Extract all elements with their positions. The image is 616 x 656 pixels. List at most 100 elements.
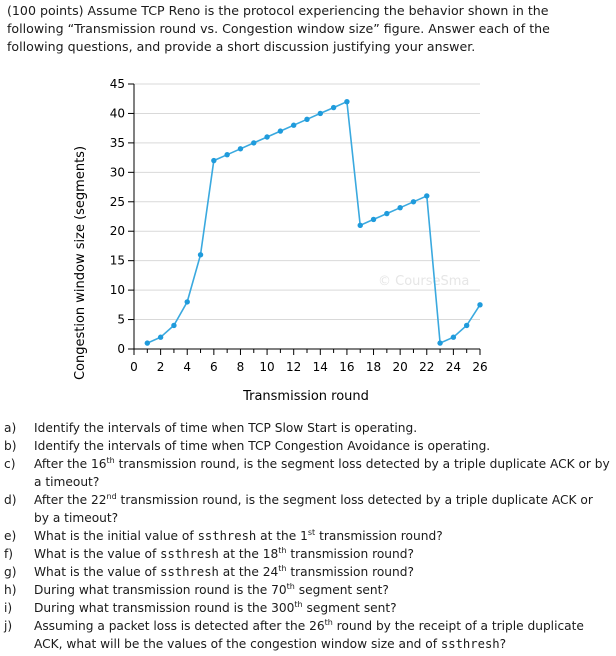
data-point: [144, 340, 151, 346]
question-sup: nd: [106, 491, 117, 501]
x-tick-label: 2: [157, 360, 165, 374]
y-tick-label: 0: [117, 342, 125, 356]
question-pre: After the 22: [34, 493, 107, 507]
question-text: What is the value of ssthresh at the 24t…: [34, 563, 610, 581]
y-tick-label: 5: [117, 313, 125, 327]
y-tick-label: 20: [110, 224, 125, 238]
question-text: During what transmission round is the 30…: [34, 599, 610, 617]
data-point: [197, 252, 204, 258]
question-label: c): [4, 457, 16, 471]
question-post2: at the 24: [218, 565, 279, 579]
x-tick-label: 6: [210, 360, 218, 374]
question-text: Identify the intervals of time when TCP …: [34, 421, 418, 435]
question-text: During what transmission round is the 70…: [34, 581, 610, 599]
data-point: [410, 199, 417, 205]
data-point: [450, 334, 457, 340]
data-point: [477, 302, 483, 308]
x-tick-label: 12: [286, 360, 301, 374]
data-point: [157, 334, 164, 340]
question-text: What is the initial value of ssthresh at…: [34, 527, 610, 545]
data-point: [463, 322, 470, 329]
question-post: segment sent?: [294, 583, 389, 597]
question-item: c) After the 16th transmission round, is …: [4, 455, 610, 491]
grid-lines: [134, 83, 480, 321]
x-tick-label: 10: [259, 360, 274, 374]
question-post: segment sent?: [302, 601, 397, 615]
question-label: d): [4, 493, 17, 507]
question-item: e) What is the initial value of ssthresh …: [4, 527, 610, 545]
x-tick-label: 22: [419, 360, 434, 374]
question-post: transmission round, is the segment loss …: [34, 493, 593, 525]
question-post2: at the 1: [256, 529, 308, 543]
data-points: [144, 98, 483, 346]
question-item: g) What is the value of ssthresh at the 2…: [4, 563, 610, 581]
series-line: [146, 100, 481, 345]
y-tick-label: 35: [110, 136, 125, 150]
data-point: [344, 98, 350, 105]
cwnd-chart: 0 5 10 15 20 25 30 35 40 45 0 2 4 6 8 10 12 14 16 18 20 22 24 2…: [60, 66, 560, 416]
question-code2: ssthresh: [440, 637, 500, 651]
question-item: i) During what transmission round is the …: [4, 599, 610, 617]
y-tick-label: 40: [110, 106, 125, 120]
question-item: d) After the 22nd transmission round, is …: [4, 491, 610, 527]
question-post: transmission round?: [286, 565, 414, 579]
data-point: [224, 151, 230, 158]
data-point: [424, 193, 430, 199]
question-sup: th: [278, 563, 287, 573]
question-post3: ?: [499, 637, 507, 651]
data-point: [264, 134, 270, 140]
question-pre: During what transmission round is the 30…: [34, 601, 295, 615]
question-pre: Assuming a packet loss is detected after…: [34, 619, 325, 633]
question-text: Assuming a packet loss is detected after…: [34, 617, 610, 653]
question-item: f) What is the value of ssthresh at the 1…: [4, 545, 610, 563]
watermark: © CourseSma: [378, 274, 469, 289]
x-tick-label: 20: [393, 360, 408, 374]
x-axis-label: Transmission round: [242, 389, 369, 404]
question-post: transmission round?: [315, 529, 443, 543]
question-text: After the 16th transmission round, is th…: [34, 455, 610, 491]
question-text: After the 22nd transmission round, is th…: [34, 491, 610, 527]
x-tick-label: 24: [446, 360, 461, 374]
y-tick-label: 10: [110, 283, 125, 297]
problem-intro: (100 points) Assume TCP Reno is the prot…: [7, 3, 550, 54]
question-text: Identify the intervals of time when TCP …: [34, 439, 491, 453]
y-axis-label: Congestion window size (segments): [73, 146, 88, 380]
question-item: h) During what transmission round is the …: [4, 581, 610, 599]
data-point: [370, 216, 377, 223]
data-point: [184, 299, 190, 305]
data-point: [277, 128, 284, 134]
question-sup: th: [294, 599, 303, 609]
question-label: e): [4, 529, 17, 543]
question-sup: st: [307, 527, 316, 537]
data-point: [397, 204, 403, 211]
question-list: a) Identify the intervals of time when TC…: [4, 419, 610, 653]
y-tick-label: 30: [110, 165, 125, 179]
series-polyline: [146, 100, 481, 345]
data-point: [437, 340, 443, 346]
data-point: [304, 116, 310, 123]
question-code: ssthresh: [197, 529, 257, 543]
question-label: f): [4, 547, 14, 561]
question-label: a): [4, 421, 17, 435]
question-label: i): [4, 601, 13, 615]
question-pre: During what transmission round is the 70: [34, 583, 287, 597]
question-sup: th: [106, 455, 115, 465]
data-point: [251, 140, 257, 146]
y-tick-label: 25: [110, 195, 125, 209]
x-tick-label: 18: [366, 360, 381, 374]
x-tick-label: 4: [183, 360, 191, 374]
question-item: a) Identify the intervals of time when TC…: [4, 419, 610, 437]
y-tick-label: 15: [110, 254, 125, 268]
x-tick-label: 14: [313, 360, 328, 374]
question-post2: at the 18: [218, 547, 279, 561]
data-point: [171, 322, 177, 329]
x-tick-label: 0: [130, 360, 138, 374]
question-item: j) Assuming a packet loss is detected aft…: [4, 617, 610, 653]
data-point: [237, 146, 244, 152]
data-point: [330, 104, 337, 111]
question-post: round by the receipt of a triple duplica…: [34, 619, 584, 651]
question-pre: What is the initial value of: [34, 529, 198, 543]
question-post: transmission round?: [286, 547, 414, 561]
question-label: h): [4, 583, 17, 597]
